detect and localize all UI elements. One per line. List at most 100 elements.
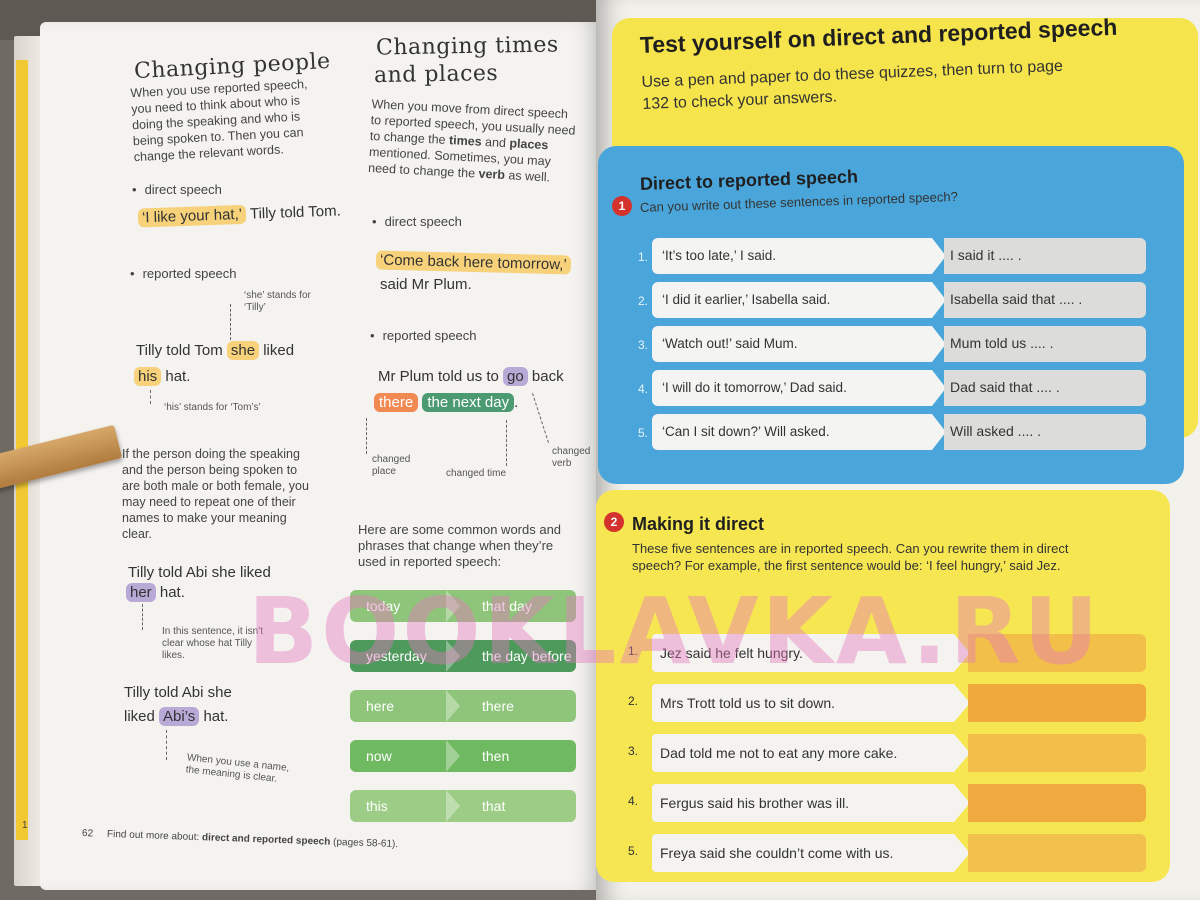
highlight-his: his [134,367,162,386]
quiz2-number-badge: 2 [604,512,624,532]
bullet-direct-speech: direct speech [132,182,222,197]
quiz1-item: 1. ‘It’s too late,’ I said. I said it ....… [638,238,1146,274]
quiz2-item: 2. Mrs Trott told us to sit down. [628,684,1146,722]
word-pair-row: today that day [350,590,576,622]
chevron-right-icon [446,590,460,622]
quiz1-item: 5. ‘Can I sit down?’ Will asked. Will aske… [638,414,1146,450]
word-to: that day [482,598,532,614]
word-to: that [482,798,506,814]
quiz2-item: 1. Jez said he felt hungry. [628,634,1146,672]
watermark: BOOKLAVKA.RU [248,578,1102,685]
common-words-intro: Here are some common words and phrases t… [358,522,562,569]
side-page-number: 1 [22,820,28,831]
quiz2-reported-sentence: Dad told me not to eat any more cake. [660,745,898,761]
quiz1-item-number: 1. [638,250,649,264]
highlight-her: her [126,583,156,602]
quiz2-reported-sentence: Fergus said his brother was ill. [660,795,850,811]
changing-people-intro: When you use reported speech, you need t… [130,77,308,165]
note-changed-time: changed time [446,468,507,479]
quiz1-direct-sentence: ‘It’s too late,’ I said. [662,248,777,263]
quiz2-title: Making it direct [632,514,765,534]
word-pair-row: here there [350,690,576,722]
note-changed-place: changed place [372,454,411,477]
note-she-stands-for: ‘she’ stands for ‘Tilly’ [244,290,311,313]
chevron-right-icon [446,740,460,772]
note-changed-verb: changed verb [552,446,591,469]
word-from: yesterday [366,648,427,664]
quiz1-item-number: 3. [638,338,649,352]
quiz2-answer-box [968,634,1146,672]
bullet-reported-speech: reported speech [130,266,237,281]
highlight-there: there [374,393,419,412]
word-from: today [366,598,401,614]
quiz1-item-number: 4. [638,382,649,396]
quiz1-direct-sentence: ‘Can I sit down?’ Will asked. [662,424,830,439]
quiz2-item: 4. Fergus said his brother was ill. [628,784,1146,822]
quiz2-reported-sentence: Jez said he felt hungry. [660,645,803,661]
quiz2-answer-box [968,834,1146,872]
quiz2-item-number: 1. [628,644,639,658]
quiz2-reported-sentence: Mrs Trott told us to sit down. [660,695,836,711]
highlight-abis: Abi’s [159,707,200,726]
quiz1-item: 4. ‘I will do it tomorrow,’ Dad said. Dad … [638,370,1146,406]
note-his-stands-for: ‘his’ stands for ‘Tom’s’ [164,402,261,413]
quiz1-answer-prompt: Will asked .... . [950,423,1042,439]
quiz2-item: 3. Dad told me not to eat any more cake. [628,734,1146,772]
reported-example-line1: Tilly told Tom she liked [136,341,295,360]
note-her-unclear: In this sentence, it isn’t clear whose h… [162,626,264,661]
quiz1-direct-sentence: ‘I did it earlier,’ Isabella said. [662,292,831,307]
quiz1-direct-sentence: ‘I will do it tomorrow,’ Dad said. [662,380,847,395]
chevron-right-icon [446,640,460,672]
direct-quote-highlight: ‘I like your hat,’ [137,204,247,228]
bullet-direct-speech-2: direct speech [372,214,462,229]
quiz1-item-number: 2. [638,294,649,308]
arrow-she [230,304,231,340]
heading-and-places: and places [373,60,499,89]
direct-rest-2: said Mr Plum. [380,276,472,293]
arrow-her [142,604,143,630]
quiz2-answer-box [968,734,1146,772]
word-pair-row: yesterday the day before [350,640,576,672]
quiz2-item-number: 3. [628,744,639,758]
quiz1-answer-prompt: Dad said that .... . [950,379,1060,395]
word-from: this [366,798,388,814]
quiz2-question: These five sentences are in reported spe… [632,541,1069,573]
quiz2-item-number: 2. [628,694,639,708]
quiz1-answer-prompt: Mum told us .... . [950,335,1054,351]
quiz2-item: 5. Freya said she couldn’t come with us. [628,834,1146,872]
quiz1-answer-prompt: I said it .... . [950,247,1022,263]
quiz2-answer-box [968,784,1146,822]
highlight-next-day: the next day [422,393,515,412]
quiz2-item-number: 4. [628,794,639,808]
highlight-she: she [226,341,260,360]
quiz1-answer-prompt: Isabella said that .... . [950,291,1083,307]
arrow-his [150,390,151,404]
word-to: then [482,748,510,764]
page-number: 62 [81,828,94,840]
quiz2-reported-sentence: Freya said she couldn’t come with us. [660,845,894,861]
example-name-line2: liked Abi’s hat. [124,707,229,726]
quiz1-item-number: 5. [638,426,649,440]
heading-changing-times: Changing times [375,32,559,61]
word-pair-row: now then [350,740,576,772]
example-her-line1: Tilly told Abi she liked [128,564,271,581]
changing-times-intro: When you move from direct speech to repo… [367,96,576,185]
quiz2-item-number: 5. [628,844,639,858]
quiz1-direct-sentence: ‘Watch out!’ said Mum. [662,336,798,351]
quiz1-item: 3. ‘Watch out!’ said Mum. Mum told us ....… [638,326,1146,362]
word-from: now [366,748,392,764]
reported-example-2-line2: there the next day. [374,393,518,412]
quiz1-item: 2. ‘I did it earlier,’ Isabella said. Isab… [638,282,1146,318]
word-from: here [366,698,395,714]
highlight-go: go [503,367,528,386]
chevron-right-icon [446,790,460,822]
direct-quote-2: ‘Come back here tomorrow,’ [375,250,571,275]
reported-example-line2: his hat. [134,367,190,386]
word-to: the day before [482,648,572,664]
word-to: there [482,698,514,714]
example-her-line2: her hat. [126,583,185,602]
arrow-name [166,730,167,760]
quiz2-answer-box [968,684,1146,722]
bullet-reported-speech-2: reported speech [370,328,477,343]
arrow-place [366,418,367,454]
